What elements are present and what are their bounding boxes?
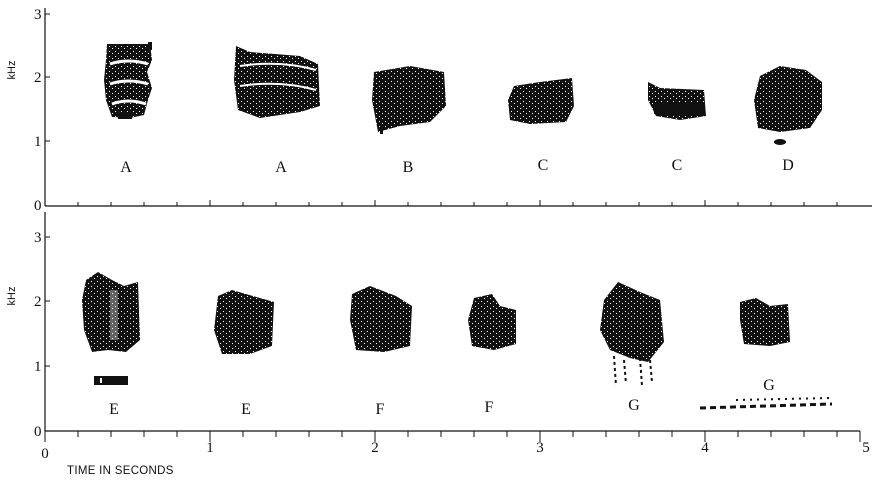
top-y-tick-0: 0 — [34, 198, 42, 214]
x-tick-1: 1 — [206, 440, 214, 456]
top-y-tick-3: 3 — [34, 7, 42, 23]
label-b: B — [403, 159, 414, 176]
label-a-2: A — [275, 159, 287, 176]
bottom-y-tick-2: 2 — [34, 294, 42, 310]
label-d: D — [782, 157, 794, 174]
x-tick-3: 3 — [536, 440, 544, 456]
top-panel: 0 1 2 3 kHz — [6, 7, 872, 214]
x-tick-4: 4 — [701, 440, 709, 456]
x-tick-0: 0 — [41, 446, 49, 462]
syllable-a-1 — [104, 42, 152, 119]
x-tick-5: 5 — [862, 440, 870, 456]
syllable-a-2 — [234, 46, 320, 118]
syllable-e-1 — [82, 272, 140, 385]
label-f-2: F — [485, 399, 494, 416]
syllable-c-2 — [648, 82, 706, 120]
top-y-tick-2: 2 — [34, 70, 42, 86]
top-y-ticks: 0 1 2 3 — [34, 7, 50, 214]
top-y-unit: kHz — [6, 61, 18, 80]
x-tick-2: 2 — [371, 440, 379, 456]
syllable-g-2 — [699, 298, 833, 410]
syllable-f-2 — [468, 294, 516, 350]
x-axis-title: TIME IN SECONDS — [67, 465, 174, 477]
bottom-y-tick-3: 3 — [34, 230, 42, 246]
bottom-x-ticks — [44, 431, 861, 442]
syllable-b — [372, 66, 446, 134]
syllable-d — [754, 66, 822, 145]
bottom-y-unit: kHz — [6, 287, 18, 306]
label-a-1: A — [120, 159, 132, 176]
bottom-y-tick-1: 1 — [34, 359, 42, 375]
label-f-1: F — [376, 401, 385, 418]
label-g-2: G — [763, 377, 775, 394]
label-e-1: E — [109, 401, 119, 418]
label-c-1: C — [538, 157, 549, 174]
syllable-c-1 — [508, 78, 574, 124]
label-e-2: E — [241, 401, 251, 418]
syllable-f-1 — [350, 286, 412, 352]
bottom-y-tick-0: 0 — [34, 424, 42, 440]
top-y-tick-1: 1 — [34, 134, 42, 150]
bottom-y-ticks: 0 1 2 3 — [34, 230, 50, 440]
x-tick-labels: 0 1 2 3 4 5 — [41, 440, 870, 462]
bottom-panel: 0 1 2 3 kHz — [6, 212, 861, 442]
syllable-e-2 — [214, 290, 274, 354]
label-c-2: C — [672, 157, 683, 174]
label-g-1: G — [628, 397, 640, 414]
top-x-ticks — [44, 200, 838, 206]
syllable-g-1 — [600, 282, 664, 387]
